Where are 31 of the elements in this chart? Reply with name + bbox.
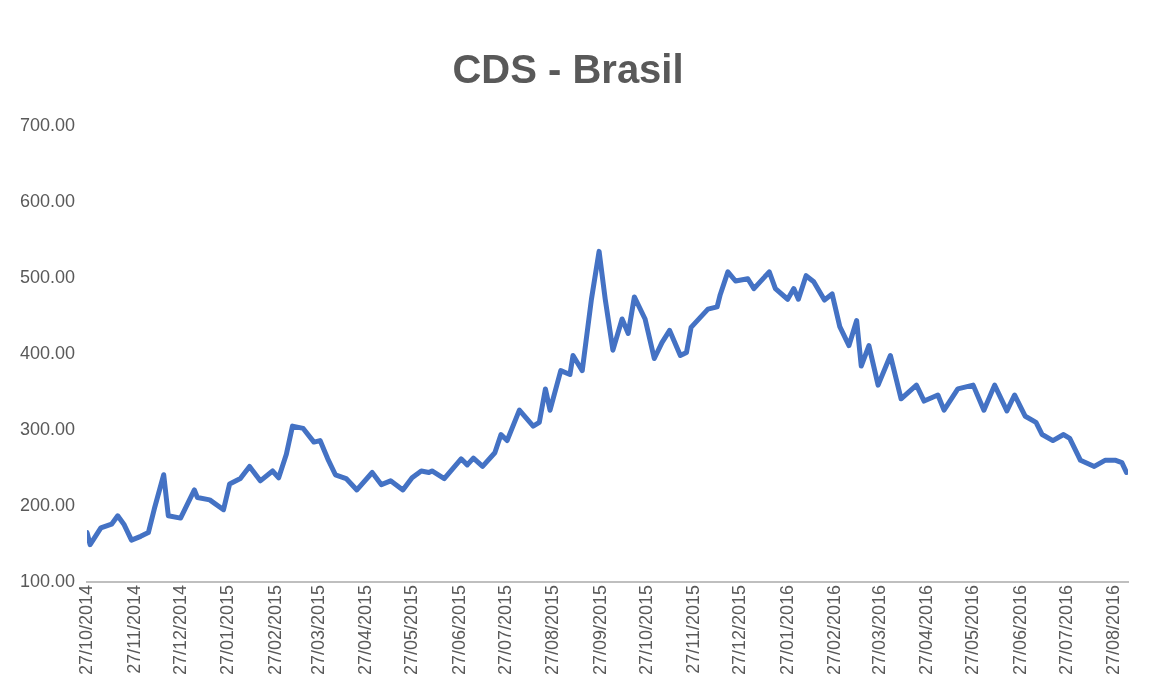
x-tick-label: 27/03/2015 xyxy=(307,584,328,676)
x-tick-label: 27/01/2016 xyxy=(776,584,797,676)
x-tick-label: 27/04/2016 xyxy=(916,584,937,676)
x-tick-label: 27/12/2014 xyxy=(169,584,190,676)
y-tick-label: 700.00 xyxy=(19,114,76,135)
x-tick-label: 27/01/2015 xyxy=(217,584,238,676)
x-tick-label: 27/08/2016 xyxy=(1103,584,1124,676)
x-tick-label: 27/11/2014 xyxy=(123,584,144,674)
x-tick-label: 27/07/2015 xyxy=(494,584,515,676)
x-tick-label: 27/06/2015 xyxy=(448,584,469,676)
y-tick-label: 600.00 xyxy=(19,190,76,211)
x-tick-label: 27/03/2016 xyxy=(868,584,889,676)
x-tick-label: 27/06/2016 xyxy=(1009,584,1030,676)
x-tick-label: 27/10/2014 xyxy=(76,584,97,676)
y-tick-label: 200.00 xyxy=(19,494,76,515)
x-tick-label: 27/11/2015 xyxy=(683,584,704,674)
x-tick-label: 27/02/2015 xyxy=(264,584,285,676)
x-tick-label: 27/08/2015 xyxy=(542,584,563,676)
x-tick-label: 27/10/2015 xyxy=(635,584,656,676)
y-tick-label: 500.00 xyxy=(19,266,76,287)
x-tick-label: 27/05/2016 xyxy=(962,584,983,676)
x-tick-label: 27/12/2015 xyxy=(729,584,750,676)
y-tick-label: 300.00 xyxy=(19,418,76,439)
x-tick-label: 27/05/2015 xyxy=(401,584,422,676)
x-tick-label: 27/02/2016 xyxy=(824,584,845,676)
x-tick-label: 27/04/2015 xyxy=(355,584,376,676)
y-tick-label: 100.00 xyxy=(19,570,76,591)
chart-title: CDS - Brasil xyxy=(452,47,684,92)
x-tick-label: 27/09/2015 xyxy=(589,584,610,676)
y-tick-label: 400.00 xyxy=(19,342,76,363)
x-tick-label: 27/07/2016 xyxy=(1055,584,1076,676)
